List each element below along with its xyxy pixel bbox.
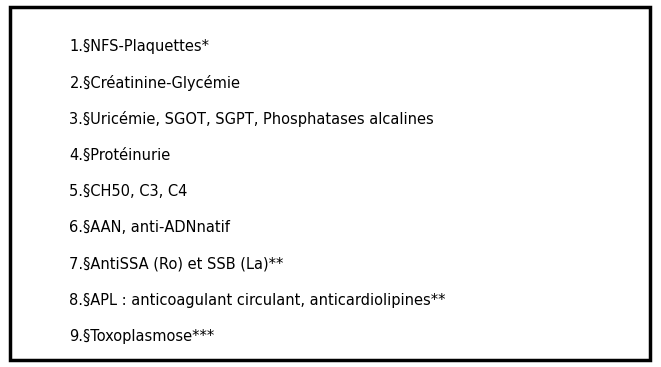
- Text: 8.§APL : anticoagulant circulant, anticardiolipines**: 8.§APL : anticoagulant circulant, antica…: [69, 293, 446, 308]
- Text: 7.§AntiSSA (Ro) et SSB (La)**: 7.§AntiSSA (Ro) et SSB (La)**: [69, 257, 284, 272]
- Text: 2.§Créatinine‑Glycémie: 2.§Créatinine‑Glycémie: [69, 75, 241, 91]
- Text: 4.§Protéinurie: 4.§Protéinurie: [69, 148, 171, 163]
- Text: 6.§AAN, anti‑ADNnatif: 6.§AAN, anti‑ADNnatif: [69, 220, 230, 235]
- Text: 3.§Uricémie, SGOT, SGPT, Phosphatases alcalines: 3.§Uricémie, SGOT, SGPT, Phosphatases al…: [69, 111, 434, 127]
- Text: 1.§NFS‑Plaquettes*: 1.§NFS‑Plaquettes*: [69, 39, 210, 54]
- Text: 9.§Toxoplasmose***: 9.§Toxoplasmose***: [69, 329, 215, 344]
- FancyBboxPatch shape: [10, 7, 650, 360]
- Text: 5.§CH50, C3, C4: 5.§CH50, C3, C4: [69, 184, 188, 199]
